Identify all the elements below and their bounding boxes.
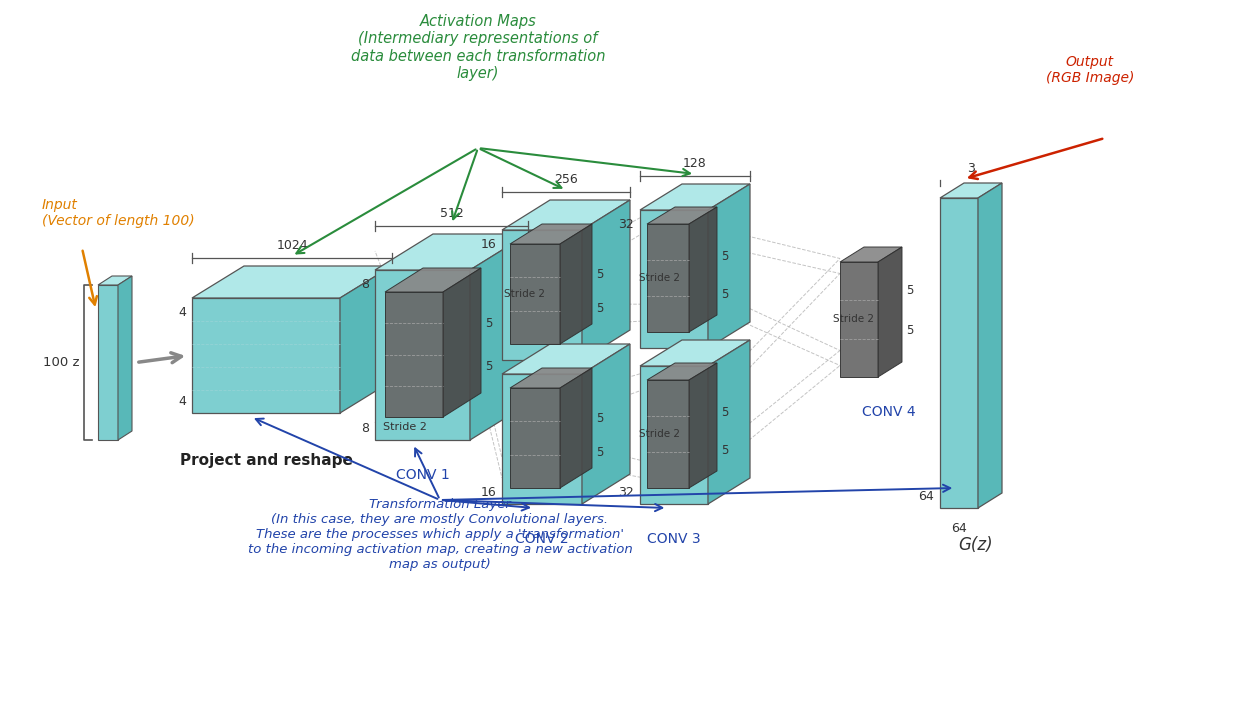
Text: CONV 3: CONV 3	[648, 532, 701, 546]
Polygon shape	[98, 285, 117, 440]
Text: Stride 2: Stride 2	[639, 429, 680, 439]
Text: Project and reshape: Project and reshape	[179, 453, 352, 468]
Polygon shape	[688, 207, 717, 332]
Polygon shape	[502, 230, 582, 360]
Polygon shape	[688, 363, 717, 488]
Polygon shape	[878, 247, 902, 377]
Polygon shape	[640, 210, 708, 348]
Text: 4: 4	[178, 306, 185, 319]
Text: 16: 16	[481, 486, 496, 499]
Text: 5: 5	[596, 302, 603, 316]
Text: 5: 5	[721, 288, 728, 301]
Text: 5: 5	[721, 406, 728, 419]
Text: Stride 2: Stride 2	[504, 289, 545, 299]
Text: 32: 32	[618, 218, 634, 231]
Polygon shape	[582, 200, 630, 360]
Text: 4: 4	[178, 395, 185, 408]
Text: 8: 8	[361, 278, 370, 291]
Polygon shape	[840, 247, 902, 262]
Text: 5: 5	[721, 250, 728, 263]
Polygon shape	[375, 234, 528, 270]
Polygon shape	[98, 276, 132, 285]
Polygon shape	[502, 344, 630, 374]
Text: 1024: 1024	[276, 239, 308, 252]
Text: 64: 64	[918, 490, 934, 503]
Polygon shape	[640, 366, 708, 504]
Text: G(z): G(z)	[959, 536, 994, 554]
Text: 32: 32	[618, 486, 634, 499]
Text: Activation Maps
(Intermediary representations of
data between each transformatio: Activation Maps (Intermediary representa…	[351, 14, 606, 81]
Polygon shape	[510, 244, 560, 344]
Text: 16: 16	[481, 238, 496, 251]
Polygon shape	[646, 224, 688, 332]
Text: Stride 2: Stride 2	[639, 273, 680, 283]
Polygon shape	[646, 380, 688, 488]
Polygon shape	[840, 262, 878, 377]
Polygon shape	[640, 340, 750, 366]
Text: Stride 2: Stride 2	[383, 422, 428, 432]
Polygon shape	[192, 266, 392, 298]
Polygon shape	[470, 234, 528, 440]
Text: Output
(RGB Image): Output (RGB Image)	[1046, 55, 1135, 85]
Polygon shape	[708, 184, 750, 348]
Text: 5: 5	[596, 447, 603, 459]
Polygon shape	[502, 200, 630, 230]
Polygon shape	[510, 368, 592, 388]
Polygon shape	[384, 268, 481, 292]
Text: CONV 4: CONV 4	[863, 405, 916, 419]
Polygon shape	[117, 276, 132, 440]
Text: Transformation Layer
(In this case, they are mostly Convolutional layers.
These : Transformation Layer (In this case, they…	[247, 498, 633, 571]
Polygon shape	[502, 374, 582, 504]
Polygon shape	[708, 340, 750, 504]
Text: 256: 256	[554, 173, 578, 186]
Text: 5: 5	[485, 360, 492, 373]
Text: Input
(Vector of length 100): Input (Vector of length 100)	[42, 198, 194, 228]
Polygon shape	[941, 183, 1002, 198]
Text: 128: 128	[684, 157, 707, 170]
Text: 5: 5	[906, 284, 913, 297]
Polygon shape	[941, 198, 978, 508]
Text: 100 z: 100 z	[43, 356, 80, 369]
Text: Stride 2: Stride 2	[833, 314, 874, 324]
Polygon shape	[560, 368, 592, 488]
Text: CONV 2: CONV 2	[515, 532, 569, 546]
Polygon shape	[646, 207, 717, 224]
Text: 8: 8	[361, 422, 370, 435]
Text: CONV 1: CONV 1	[396, 468, 450, 482]
Polygon shape	[640, 184, 750, 210]
Polygon shape	[646, 363, 717, 380]
Text: 3: 3	[967, 162, 975, 175]
Text: 5: 5	[906, 324, 913, 338]
Polygon shape	[442, 268, 481, 417]
Polygon shape	[978, 183, 1002, 508]
Text: 5: 5	[721, 444, 728, 456]
Text: 5: 5	[485, 316, 492, 330]
Text: 5: 5	[596, 412, 603, 424]
Polygon shape	[510, 224, 592, 244]
Polygon shape	[384, 292, 442, 417]
Polygon shape	[375, 270, 470, 440]
Polygon shape	[192, 298, 340, 413]
Text: 5: 5	[596, 267, 603, 281]
Text: 64: 64	[952, 522, 967, 535]
Polygon shape	[560, 224, 592, 344]
Polygon shape	[510, 388, 560, 488]
Text: 512: 512	[440, 207, 464, 220]
Polygon shape	[340, 266, 392, 413]
Polygon shape	[582, 344, 630, 504]
